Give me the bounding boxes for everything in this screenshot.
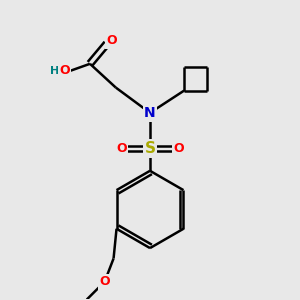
Text: O: O bbox=[99, 275, 110, 288]
Text: H: H bbox=[50, 66, 59, 76]
Text: O: O bbox=[116, 142, 127, 155]
Text: O: O bbox=[173, 142, 184, 155]
Text: S: S bbox=[145, 141, 155, 156]
Text: N: N bbox=[144, 106, 156, 120]
Text: O: O bbox=[59, 64, 70, 77]
Text: O: O bbox=[106, 34, 117, 47]
